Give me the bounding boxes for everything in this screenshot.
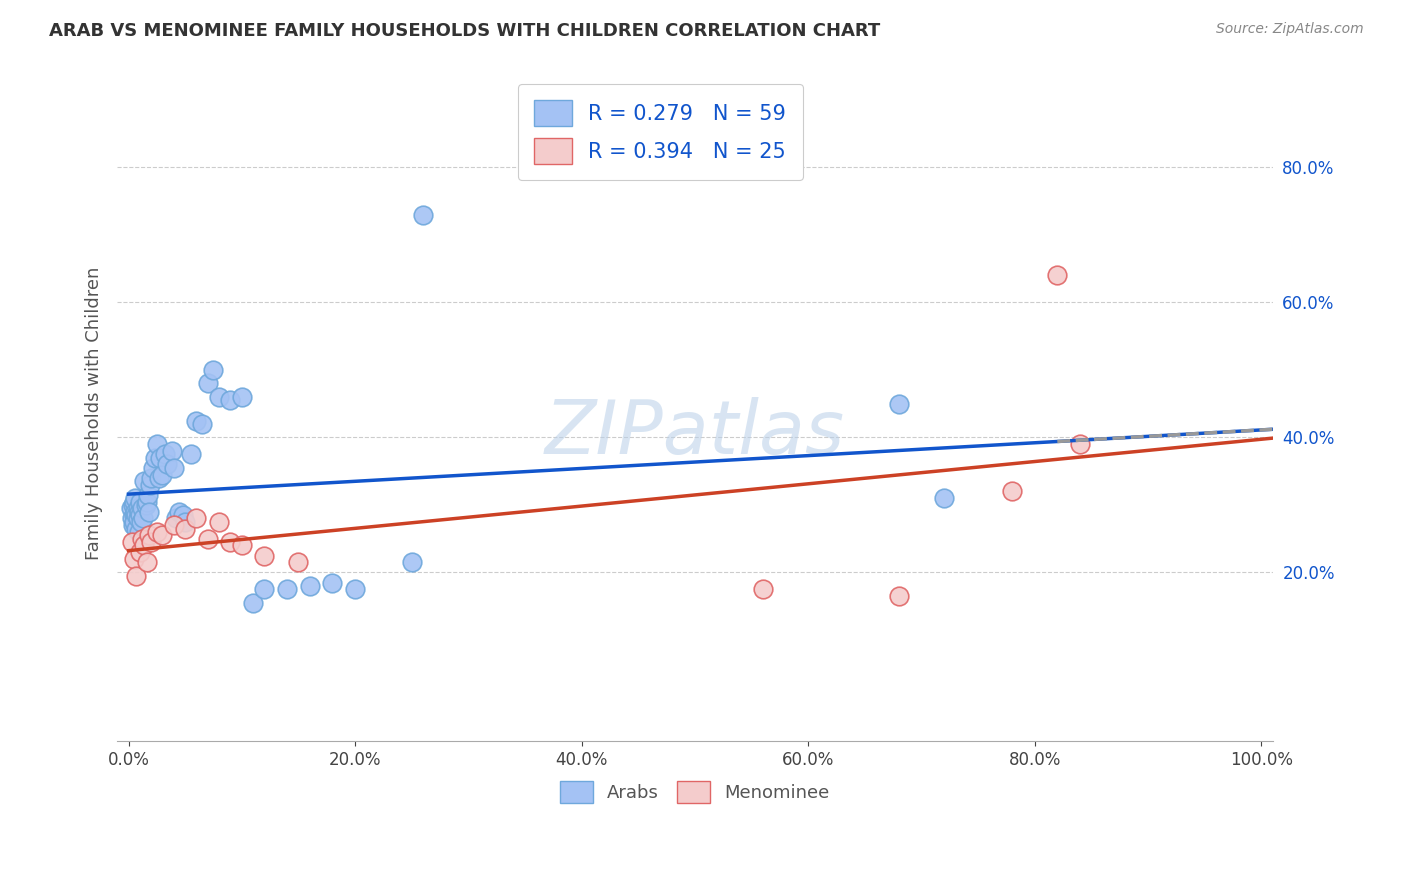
Point: [172, 508, 194, 522]
Point: [128, 508, 150, 522]
Point: [128, 494, 150, 508]
Point: [932, 491, 955, 505]
Point: [208, 515, 231, 529]
Point: [160, 443, 183, 458]
Point: [141, 471, 163, 485]
Point: [401, 555, 423, 569]
Point: [153, 447, 176, 461]
Point: [163, 460, 186, 475]
Point: [125, 508, 148, 522]
Point: [128, 505, 150, 519]
Point: [752, 582, 775, 597]
Point: [134, 498, 156, 512]
Point: [135, 494, 157, 508]
Point: [1069, 437, 1091, 451]
Point: [128, 524, 150, 539]
Point: [127, 501, 149, 516]
Point: [129, 515, 152, 529]
Point: [253, 549, 276, 563]
Point: [122, 552, 145, 566]
Point: [121, 535, 143, 549]
Text: ZIPatlas: ZIPatlas: [544, 398, 845, 469]
Point: [152, 467, 174, 482]
Point: [143, 450, 166, 465]
Point: [131, 532, 153, 546]
Point: [219, 393, 242, 408]
Point: [174, 522, 197, 536]
Point: [134, 538, 156, 552]
Y-axis label: Family Households with Children: Family Households with Children: [86, 267, 103, 560]
Point: [134, 475, 156, 489]
Point: [1046, 268, 1069, 283]
Point: [276, 582, 298, 597]
Point: [141, 535, 163, 549]
Point: [253, 582, 276, 597]
Point: [132, 511, 155, 525]
Point: [138, 505, 160, 519]
Point: [139, 477, 162, 491]
Point: [138, 528, 160, 542]
Point: [231, 390, 253, 404]
Point: [186, 511, 208, 525]
Point: [149, 450, 172, 465]
Legend: Arabs, Menominee: Arabs, Menominee: [553, 774, 837, 811]
Point: [412, 208, 434, 222]
Point: [191, 417, 214, 431]
Point: [197, 376, 219, 391]
Point: [180, 447, 202, 461]
Point: [127, 511, 149, 525]
Point: [136, 488, 159, 502]
Point: [152, 528, 174, 542]
Point: [122, 494, 145, 508]
Point: [219, 535, 242, 549]
Point: [124, 491, 146, 505]
Point: [242, 596, 264, 610]
Text: Source: ZipAtlas.com: Source: ZipAtlas.com: [1216, 22, 1364, 37]
Point: [298, 579, 321, 593]
Point: [208, 390, 231, 404]
Point: [344, 582, 367, 597]
Point: [887, 589, 910, 603]
Point: [202, 363, 225, 377]
Point: [197, 532, 219, 546]
Point: [321, 575, 343, 590]
Point: [231, 538, 253, 552]
Point: [146, 437, 169, 451]
Point: [122, 508, 145, 522]
Point: [163, 518, 186, 533]
Point: [128, 545, 150, 559]
Point: [124, 505, 146, 519]
Point: [156, 458, 179, 472]
Point: [165, 511, 187, 525]
Point: [887, 397, 910, 411]
Point: [146, 524, 169, 539]
Point: [125, 568, 148, 582]
Text: ARAB VS MENOMINEE FAMILY HOUSEHOLDS WITH CHILDREN CORRELATION CHART: ARAB VS MENOMINEE FAMILY HOUSEHOLDS WITH…: [49, 22, 880, 40]
Point: [135, 555, 157, 569]
Point: [186, 413, 208, 427]
Point: [120, 501, 142, 516]
Point: [287, 555, 309, 569]
Point: [131, 501, 153, 516]
Point: [122, 518, 145, 533]
Point: [122, 515, 145, 529]
Point: [1001, 484, 1024, 499]
Point: [125, 522, 148, 536]
Point: [174, 515, 197, 529]
Point: [122, 498, 145, 512]
Point: [148, 471, 170, 485]
Point: [169, 505, 191, 519]
Point: [121, 511, 143, 525]
Point: [142, 460, 165, 475]
